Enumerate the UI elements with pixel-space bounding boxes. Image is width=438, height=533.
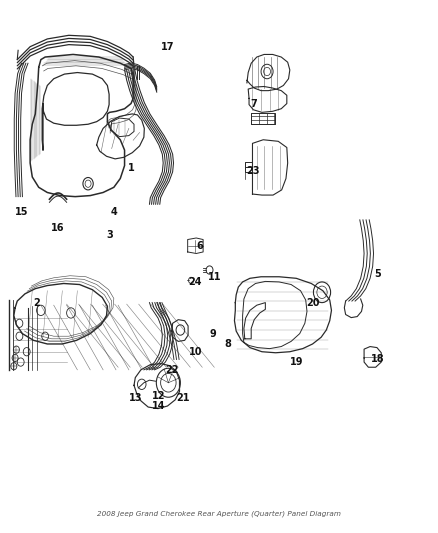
Text: 4: 4 bbox=[110, 207, 117, 217]
Text: 7: 7 bbox=[250, 99, 257, 109]
Text: 11: 11 bbox=[208, 272, 222, 282]
Text: 19: 19 bbox=[290, 357, 303, 367]
Text: 13: 13 bbox=[128, 393, 142, 403]
Text: 8: 8 bbox=[224, 339, 231, 349]
Text: 5: 5 bbox=[374, 269, 381, 279]
Text: 17: 17 bbox=[161, 42, 174, 52]
Text: 12: 12 bbox=[152, 391, 166, 401]
Bar bbox=[245, 162, 252, 172]
Text: 21: 21 bbox=[176, 393, 189, 403]
Bar bbox=[251, 113, 275, 124]
Text: 14: 14 bbox=[152, 401, 166, 411]
Text: 3: 3 bbox=[106, 230, 113, 240]
Text: 1: 1 bbox=[127, 163, 134, 173]
Text: 24: 24 bbox=[189, 277, 202, 287]
Text: 2008 Jeep Grand Cherokee Rear Aperture (Quarter) Panel Diagram: 2008 Jeep Grand Cherokee Rear Aperture (… bbox=[97, 511, 341, 517]
Text: 9: 9 bbox=[209, 329, 216, 338]
Text: 23: 23 bbox=[247, 166, 260, 176]
Text: 2: 2 bbox=[33, 297, 40, 308]
Text: 16: 16 bbox=[51, 223, 65, 232]
Text: 22: 22 bbox=[165, 365, 179, 375]
Text: 15: 15 bbox=[15, 207, 28, 217]
Text: 20: 20 bbox=[307, 297, 320, 308]
Text: 6: 6 bbox=[196, 241, 203, 251]
Text: 18: 18 bbox=[371, 354, 385, 365]
Text: 10: 10 bbox=[189, 347, 202, 357]
